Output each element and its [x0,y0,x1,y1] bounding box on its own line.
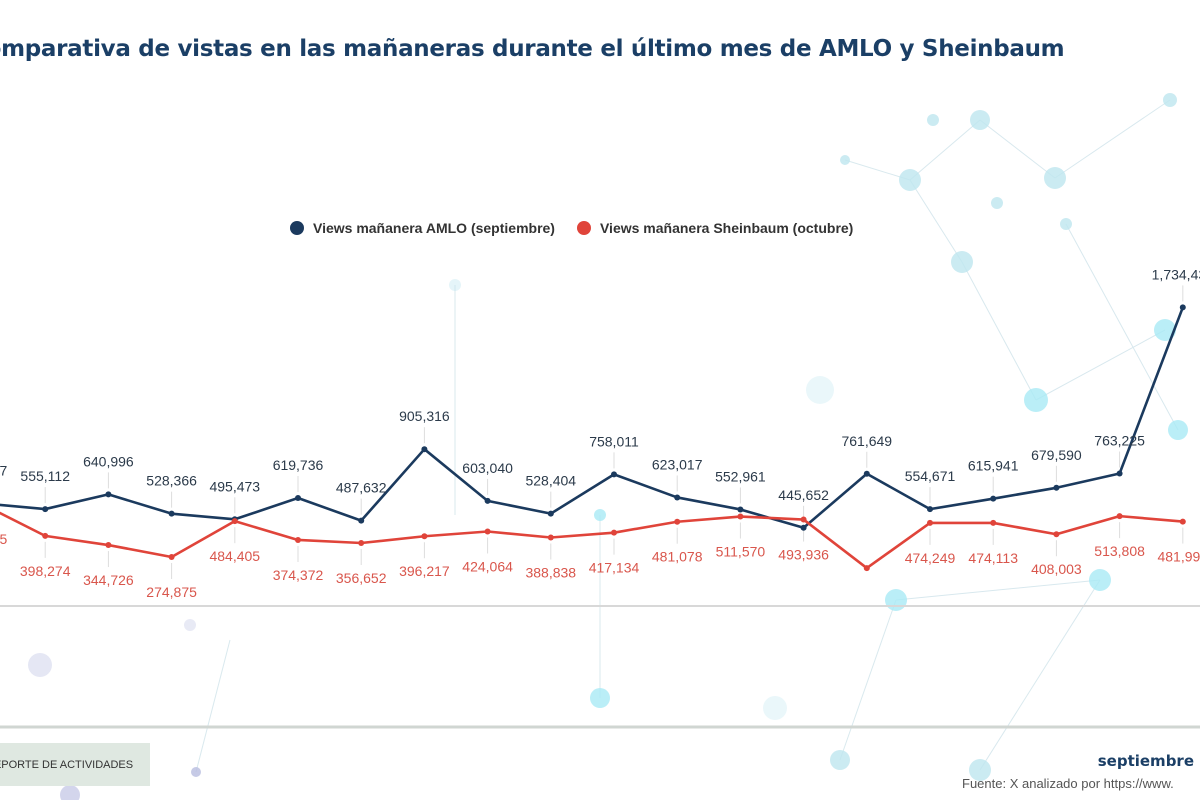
data-label: 758,011 [589,433,639,449]
data-label: 511,570 [716,544,766,560]
data-point [421,446,428,453]
data-label: 408,003 [1031,561,1082,577]
data-label: 623,017 [652,456,703,472]
data-point [484,528,491,535]
data-point [927,519,933,526]
data-point [927,506,933,513]
legend-label-sheinbaum: Views mañanera Sheinbaum (octubre) [599,220,854,236]
data-point [1116,513,1123,520]
data-point [990,495,997,502]
data-label: 589,007 [0,462,8,478]
data-label: 481,078 [652,549,703,565]
data-label: 396,217 [399,563,450,579]
data-label: 388,838 [525,565,576,581]
data-point [168,510,175,517]
data-label: 679,590 [1031,447,1082,463]
data-point [484,497,491,504]
data-label: 474,249 [905,550,956,566]
data-point [611,471,617,478]
data-point [42,506,49,513]
data-label: 905,316 [399,408,450,424]
data-point [611,529,617,536]
data-label: 398,274 [20,563,71,579]
data-label: 555,112 [20,468,70,484]
data-label: 445,652 [778,487,829,503]
data-label: 552,961 [715,468,766,484]
data-point [168,553,175,560]
data-point [295,495,301,502]
data-point [547,510,554,517]
data-point [800,524,807,531]
data-label: 493,936 [778,547,829,563]
data-label: 484,405 [209,548,260,564]
data-label: 487,632 [336,480,387,496]
data-point [800,516,807,523]
data-point [1053,531,1060,538]
data-label: 528,404 [525,473,576,489]
data-point [863,470,870,477]
data-point [231,518,238,525]
data-label: 615,941 [968,458,1019,474]
data-label: 585,005 [0,531,8,547]
data-label: 761,649 [841,433,892,449]
data-point [358,517,365,524]
data-point [737,506,744,513]
data-point [1053,484,1060,491]
legend-marker-amlo [290,221,304,235]
section-tag-label: REPORTE DE ACTIVIDADES [0,758,134,771]
data-point [674,518,681,525]
data-label: 528,366 [146,473,197,489]
data-point [295,536,301,543]
data-point [105,542,112,549]
data-label: 554,671 [905,468,956,484]
series-line-amlo [0,306,1185,530]
data-label: 640,996 [83,453,134,469]
chart-legend: Views mañanera AMLO (septiembre) Views m… [290,220,853,236]
data-point [737,513,744,520]
data-point [1179,518,1186,525]
data-label: 374,372 [273,567,324,583]
data-label: 417,134 [589,560,640,576]
data-point [547,534,554,541]
data-point [42,532,49,539]
data-label: 474,113 [968,550,1018,566]
data-point [990,519,997,526]
legend-label-amlo: Views mañanera AMLO (septiembre) [313,220,555,236]
legend-item-sheinbaum: Views mañanera Sheinbaum (octubre) [576,220,854,236]
source-note: Fuente: X analizado por https://www. [962,776,1174,791]
data-label: 356,652 [336,570,387,586]
data-point [1116,470,1123,477]
data-point [863,565,870,572]
data-point [105,491,112,498]
data-label: 603,040 [462,460,513,476]
legend-item-amlo: Views mañanera AMLO (septiembre) [290,220,555,236]
data-label: 495,473 [209,478,260,494]
data-label: 274,875 [146,584,197,600]
data-label: 424,064 [462,558,513,574]
data-label: 1,734,430 [1152,266,1200,282]
data-label: 344,726 [83,572,134,588]
section-tag: REPORTE DE ACTIVIDADES [0,743,150,786]
data-label: 763,225 [1094,432,1145,448]
page-title: Comparativa de vistas en las mañaneras d… [0,36,1065,62]
series-line-sheinbaum [0,511,1183,570]
data-label: 619,736 [273,457,324,473]
data-point [421,533,428,540]
data-point [674,494,681,501]
month-label: septiembre [1097,752,1194,770]
data-label: 481,990 [1157,549,1200,565]
data-label: 513,808 [1094,543,1145,559]
legend-marker-sheinbaum [576,221,591,235]
data-point [358,540,365,547]
data-point [1179,304,1186,311]
